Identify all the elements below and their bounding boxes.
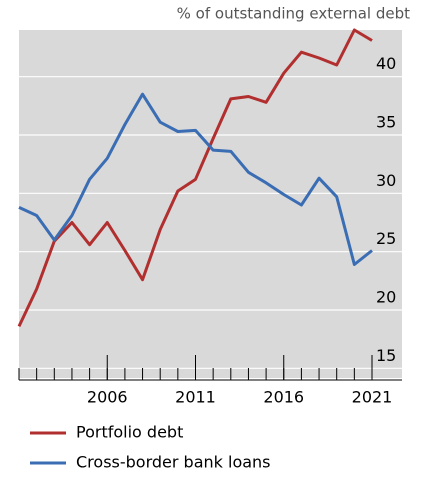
x-tick-label: 2016 [263,388,304,407]
y-tick-label: 20 [376,288,396,307]
data-line [18,92,373,266]
y-tick-label: 35 [376,113,396,132]
chart-title: % of outstanding external debt [177,5,410,23]
data-line [17,28,373,327]
y-tick-label: 25 [376,229,396,248]
x-tick-label: 2011 [175,388,216,407]
legend-label: Portfolio debt [76,423,183,442]
y-tick-label: 15 [376,346,396,365]
legend-label: Cross-border bank loans [76,453,271,472]
x-tick-label: 2021 [352,388,393,407]
x-tick-label: 2006 [87,388,128,407]
y-tick-label: 30 [376,171,396,190]
y-tick-label: 40 [376,54,396,73]
